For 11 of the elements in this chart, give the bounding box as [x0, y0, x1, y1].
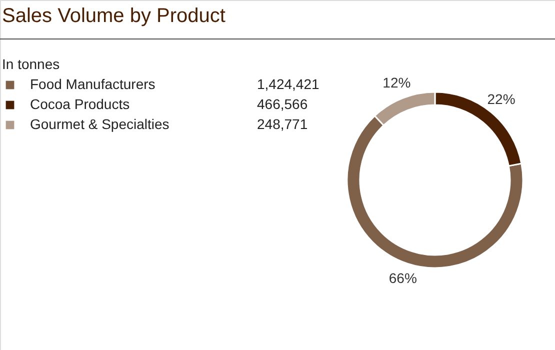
data-label: 66% — [388, 270, 417, 286]
text: 466,566 — [257, 96, 308, 112]
legend-label: Cocoa Products — [30, 96, 130, 112]
legend-title: In tonnes — [2, 56, 60, 72]
data-label: 12% — [382, 74, 411, 90]
text: 248,771 — [257, 116, 308, 132]
legend-label: Food Manufacturers — [30, 76, 156, 92]
chart-title: Sales Volume by Product — [2, 5, 226, 27]
data-label: 22% — [487, 90, 516, 107]
text: 1,424,421 — [257, 76, 320, 92]
legend-label: Gourmet & Specialties — [30, 116, 170, 132]
